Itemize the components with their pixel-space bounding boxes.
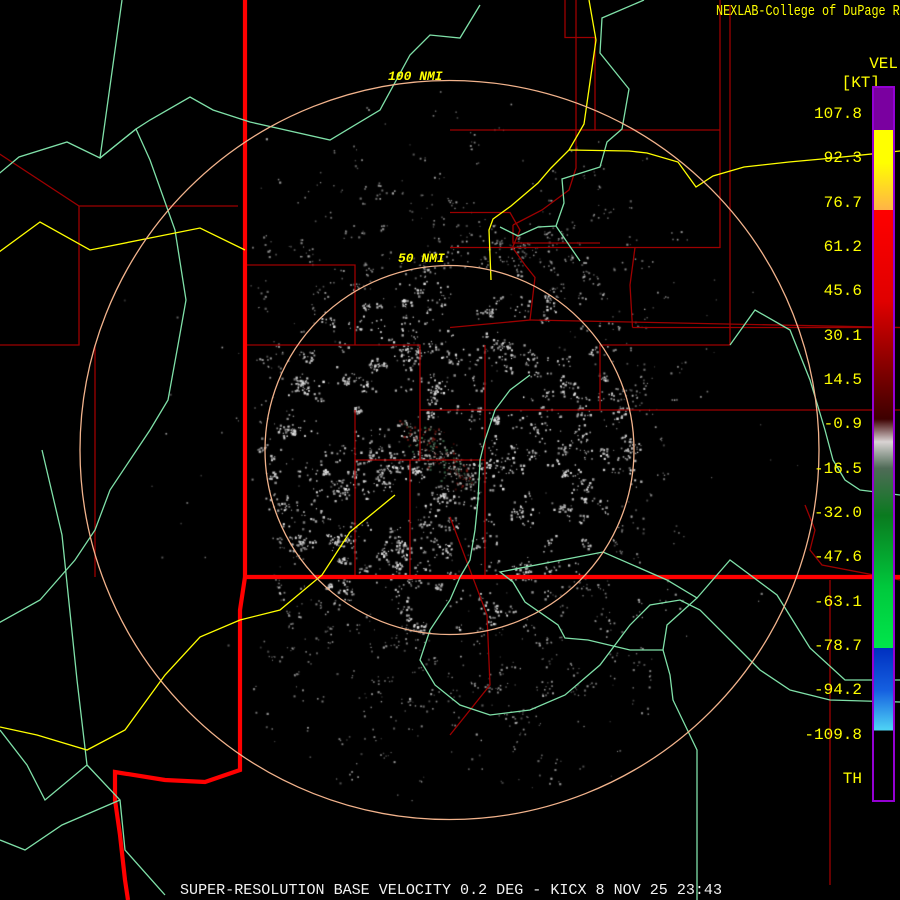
svg-text:-0.9: -0.9 [824, 415, 862, 433]
svg-text:50 NMI: 50 NMI [398, 251, 445, 266]
svg-text:NEXLAB-College of DuPage Radar: NEXLAB-College of DuPage Radar [716, 3, 900, 20]
svg-text:TH: TH [843, 770, 862, 788]
svg-text:-94.2: -94.2 [814, 681, 862, 699]
svg-text:30.1: 30.1 [824, 327, 862, 345]
svg-text:76.7: 76.7 [824, 194, 862, 212]
svg-text:45.6: 45.6 [824, 282, 862, 300]
svg-text:VEL: VEL [869, 55, 898, 73]
svg-text:SUPER-RESOLUTION BASE VELOCITY: SUPER-RESOLUTION BASE VELOCITY 0.2 DEG -… [180, 882, 722, 899]
svg-text:14.5: 14.5 [824, 371, 862, 389]
svg-text:-63.1: -63.1 [814, 593, 862, 611]
svg-text:107.8: 107.8 [814, 105, 862, 123]
svg-text:61.2: 61.2 [824, 238, 862, 256]
svg-text:100 NMI: 100 NMI [388, 69, 443, 84]
svg-text:-32.0: -32.0 [814, 504, 862, 522]
svg-text:-78.7: -78.7 [814, 637, 862, 655]
svg-text:-109.8: -109.8 [804, 726, 862, 744]
svg-text:-47.6: -47.6 [814, 548, 862, 566]
svg-text:92.3: 92.3 [824, 149, 862, 167]
svg-text:-16.5: -16.5 [814, 460, 862, 478]
